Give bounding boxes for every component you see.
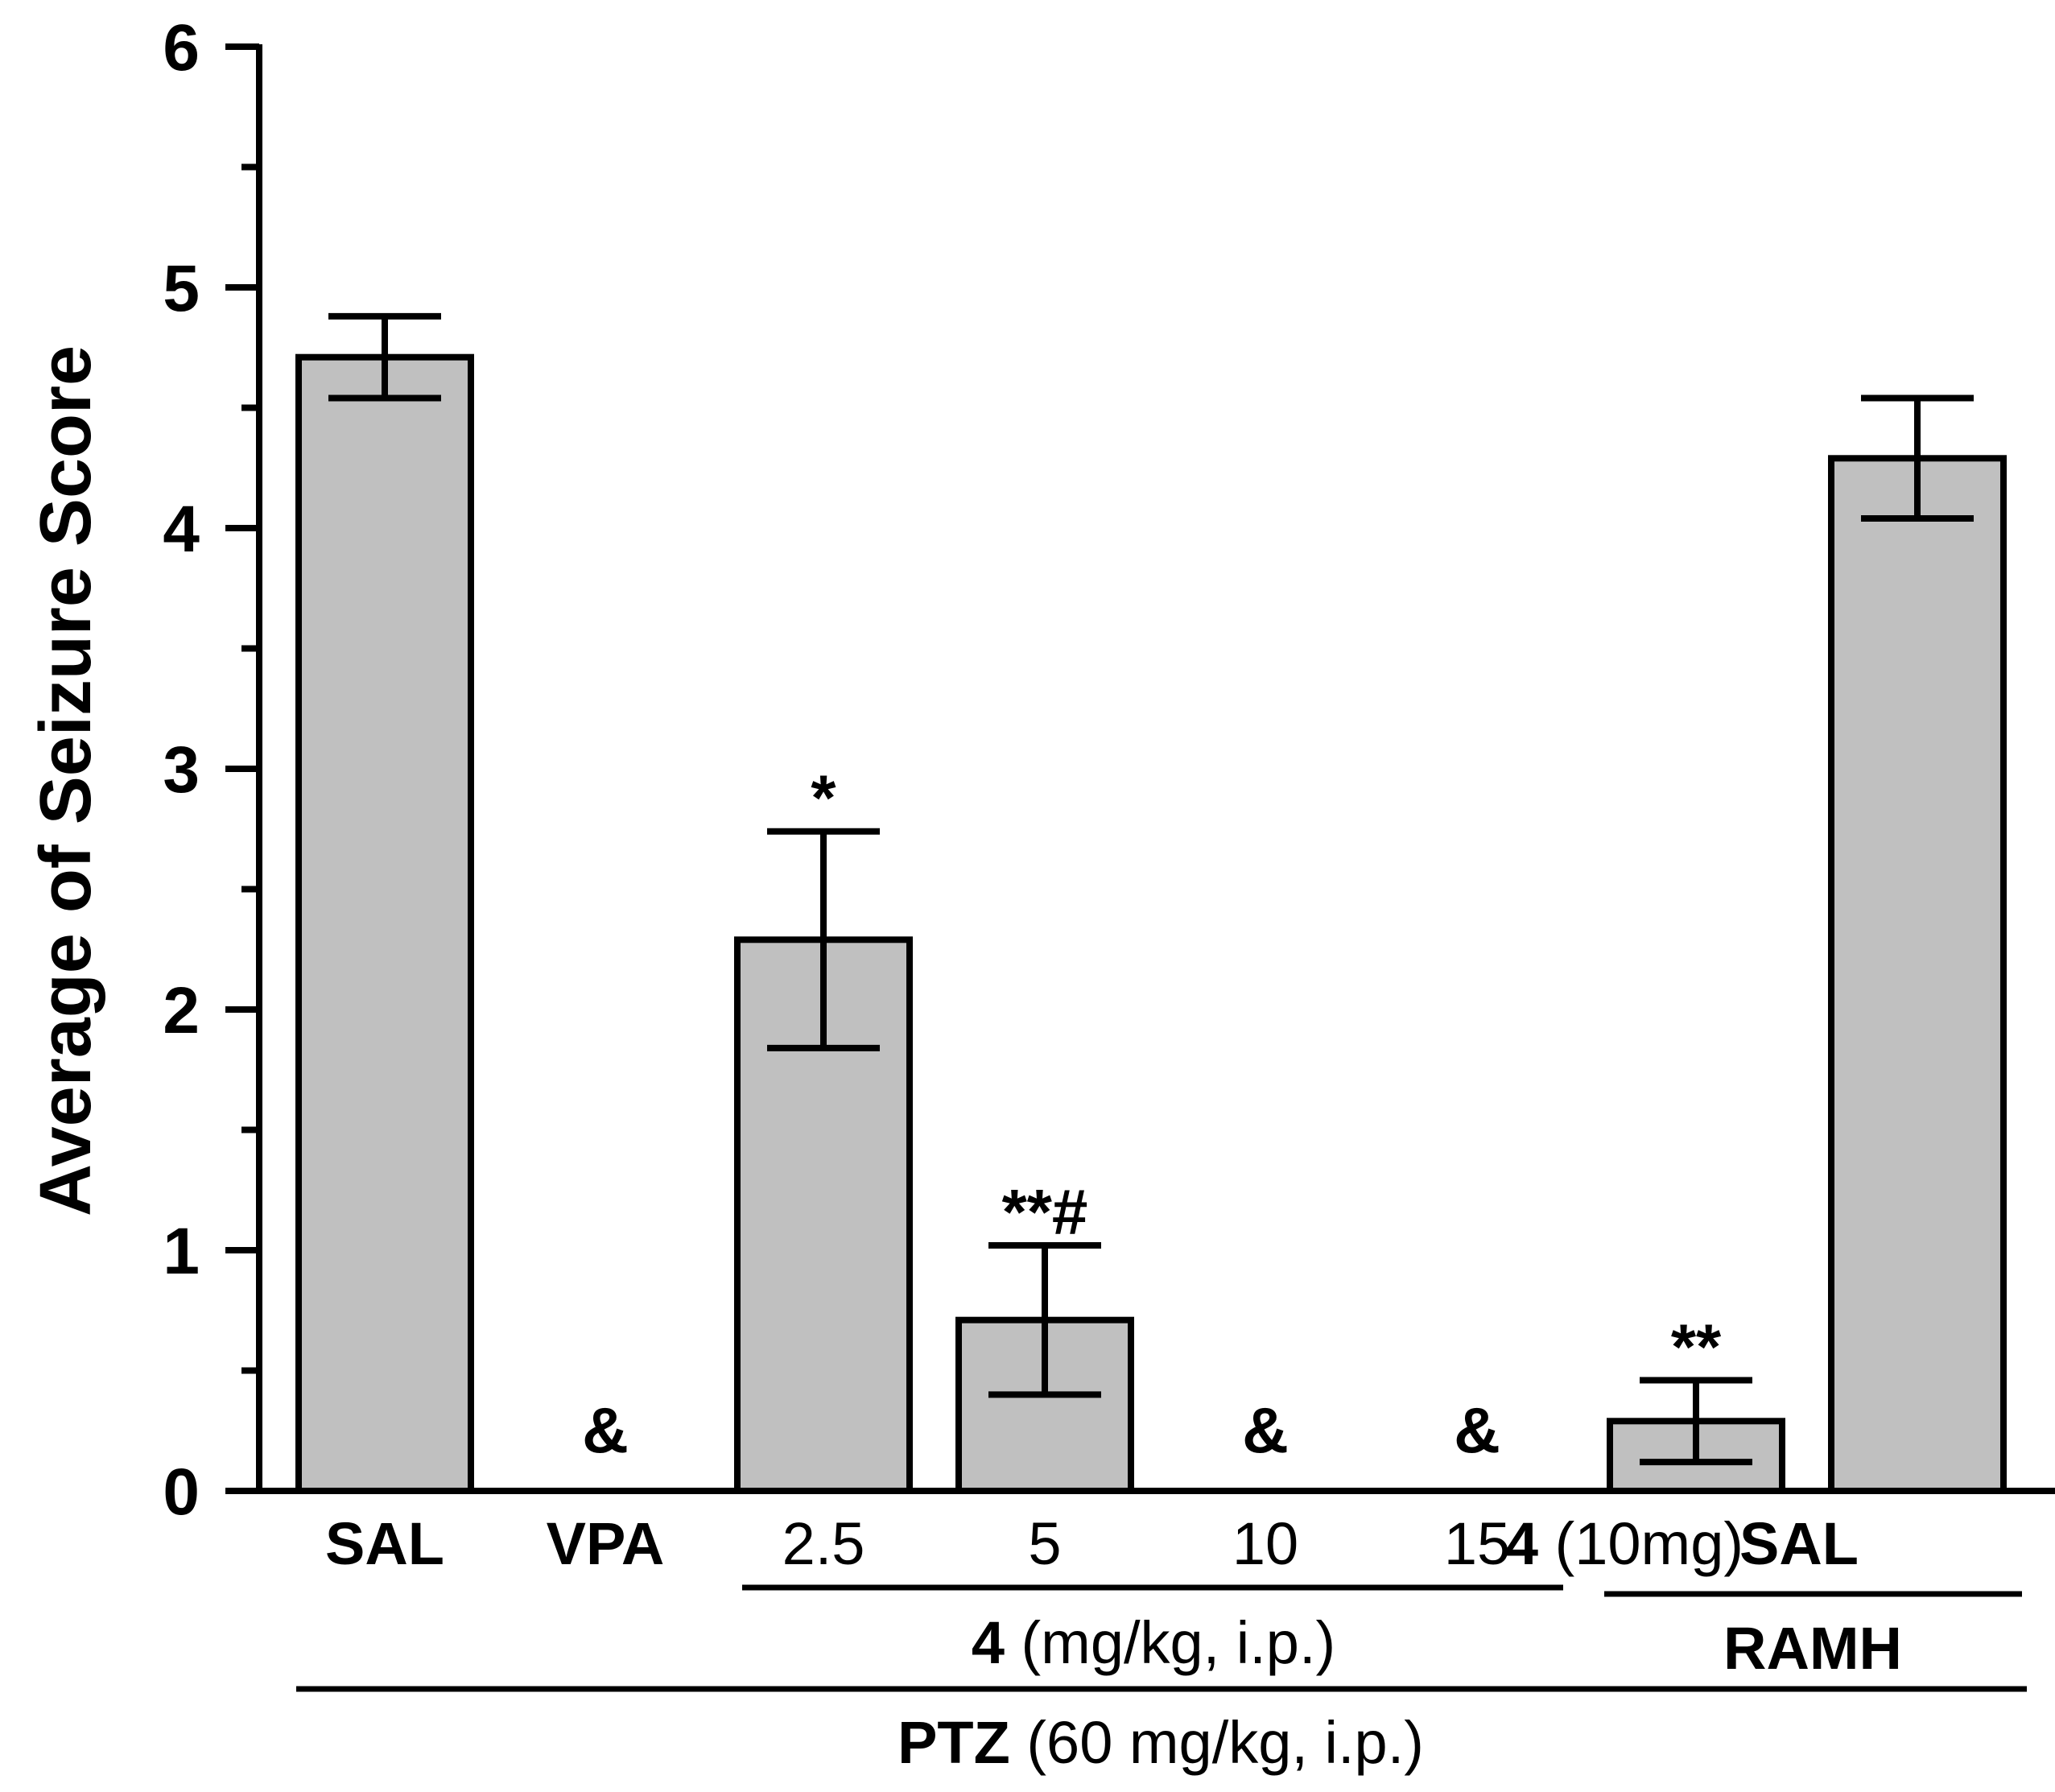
significance-marker: & <box>582 1394 629 1466</box>
category-label-sal-2: SAL <box>1739 1510 1859 1577</box>
category-label-compound-4-10mg: 4 (10mg) <box>1505 1510 1743 1577</box>
category-label-dose-5: 5 <box>1028 1510 1061 1577</box>
bar-8 <box>1828 455 2007 1494</box>
significance-marker: **# <box>1002 1176 1088 1248</box>
category-label-vpa: VPA <box>547 1510 665 1577</box>
category-label-dose-15: 15 <box>1444 1510 1510 1577</box>
category-label-sal: SAL <box>325 1510 444 1577</box>
group-label-ptz: PTZ (60 mg/kg, i.p.) <box>898 1709 1424 1776</box>
y-tick-label: 5 <box>163 252 200 325</box>
y-tick-label: 6 <box>163 11 200 85</box>
category-label-dose-10: 10 <box>1232 1510 1298 1577</box>
y-tick-label: 1 <box>163 1215 200 1288</box>
significance-marker: & <box>1454 1394 1500 1466</box>
y-tick-label: 4 <box>163 493 200 566</box>
group-label-ramh: RAMH <box>1723 1615 1902 1682</box>
significance-annotations: & * **# & & ** <box>582 762 1722 1466</box>
significance-marker: * <box>811 762 836 834</box>
error-bars <box>328 312 1974 1466</box>
y-tick-label: 2 <box>163 974 200 1047</box>
group-label-compound-4: 4 (mg/kg, i.p.) <box>972 1609 1335 1676</box>
y-axis-title: Average of Seizure Score <box>26 345 106 1216</box>
y-tick-label: 0 <box>163 1455 200 1529</box>
significance-marker: ** <box>1671 1311 1722 1382</box>
y-ticks: 0 1 2 3 4 5 6 <box>163 11 259 1529</box>
bars <box>295 353 2007 1495</box>
significance-marker: & <box>1242 1394 1289 1466</box>
bar-1 <box>295 353 474 1495</box>
category-label-dose-2-5: 2.5 <box>782 1510 865 1577</box>
y-tick-label: 3 <box>163 733 200 807</box>
